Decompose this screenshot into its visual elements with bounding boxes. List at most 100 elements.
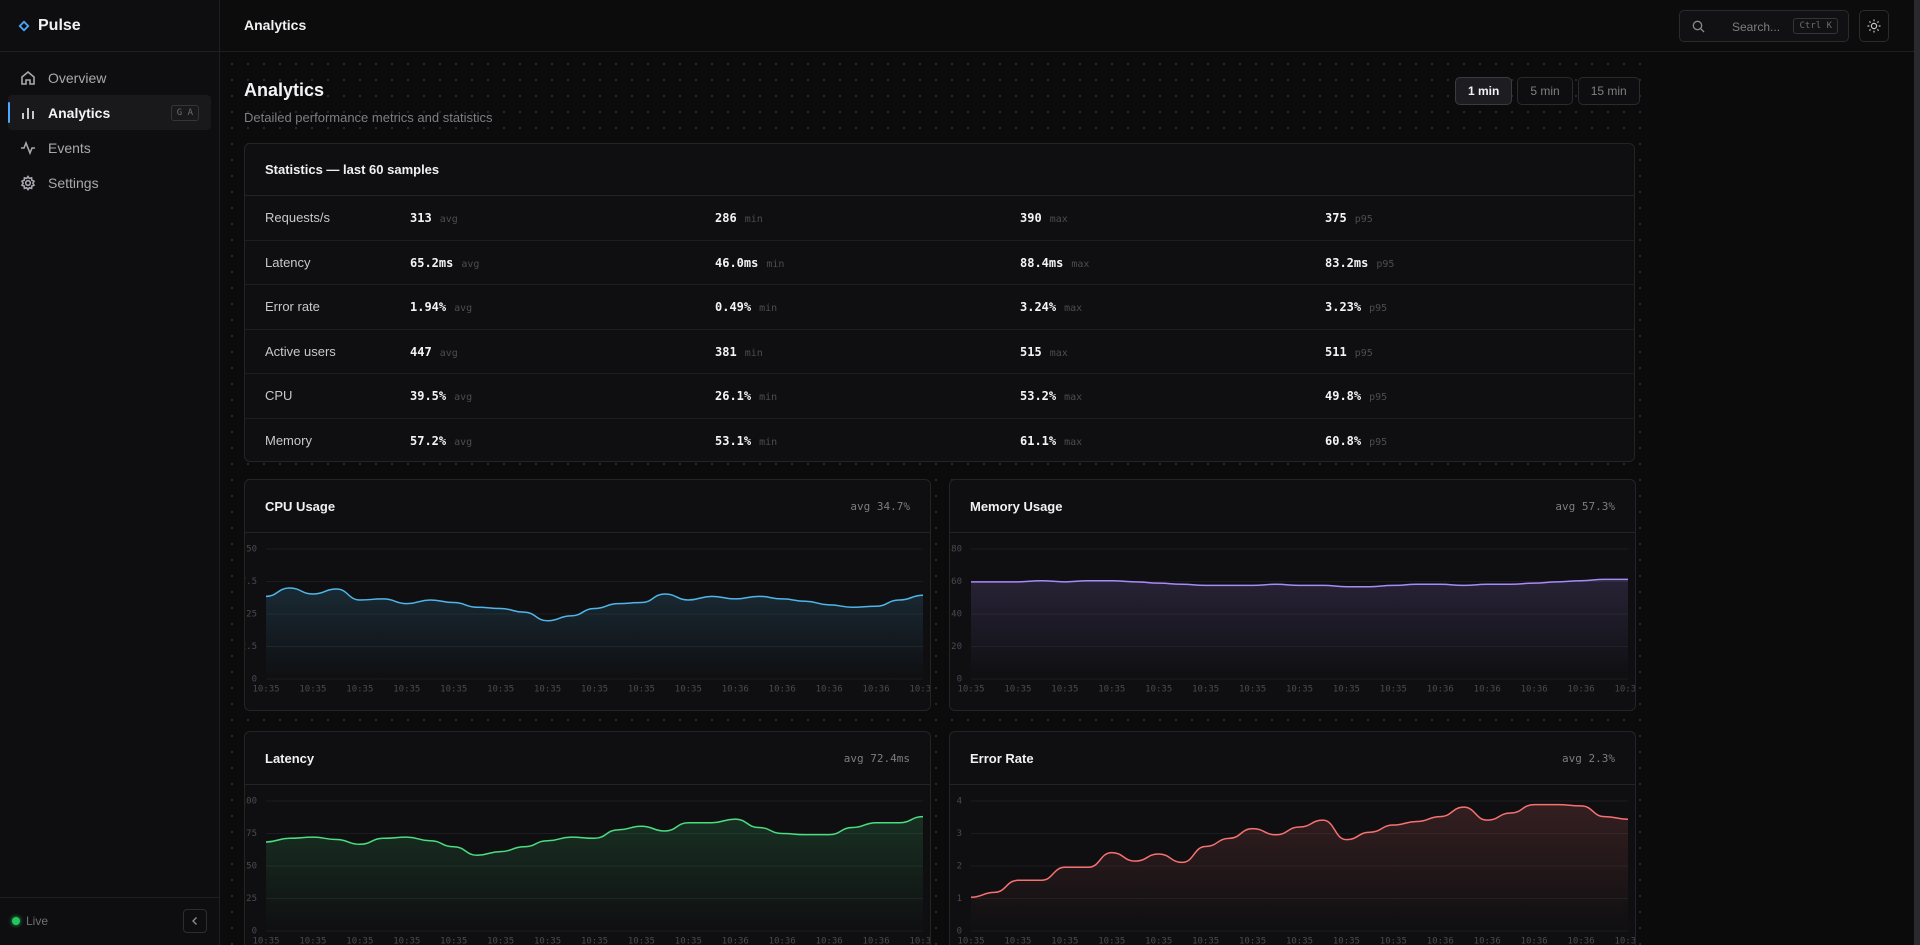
page-title: Analytics bbox=[244, 80, 325, 100]
stat-tag: max bbox=[1064, 437, 1083, 449]
stat-cell: 0.49% min bbox=[715, 299, 1020, 314]
x-tick-label: 10:36 bbox=[909, 937, 931, 945]
brand[interactable]: Pulse bbox=[18, 14, 81, 38]
nav-icon bbox=[21, 70, 35, 85]
status-dot bbox=[12, 917, 20, 925]
y-tick-label: 40 bbox=[951, 610, 962, 620]
y-tick-label: 50 bbox=[246, 862, 257, 872]
x-tick-label: 10:35 bbox=[1333, 685, 1360, 695]
x-tick-label: 10:36 bbox=[1568, 937, 1595, 945]
y-tick-label: 2 bbox=[957, 862, 962, 872]
stat-value: 57.2% bbox=[410, 434, 447, 449]
stat-tag: min bbox=[759, 303, 778, 315]
range-button[interactable]: 5 min bbox=[1517, 77, 1573, 105]
x-tick-label: 10:36 bbox=[816, 685, 843, 695]
live-status: Live bbox=[12, 914, 48, 928]
x-tick-label: 10:35 bbox=[1098, 685, 1125, 695]
y-tick-label: 12.5 bbox=[245, 642, 257, 652]
x-tick-label: 10:36 bbox=[863, 937, 890, 945]
stat-tag: p95 bbox=[1354, 347, 1373, 359]
theme-toggle[interactable] bbox=[1859, 10, 1889, 42]
range-button[interactable]: 15 min bbox=[1577, 77, 1640, 105]
x-tick-label: 10:35 bbox=[957, 937, 984, 945]
y-tick-label: 100 bbox=[245, 797, 257, 807]
stat-cell: 49.8% p95 bbox=[1325, 388, 1634, 403]
search-placeholder: Search... bbox=[1732, 20, 1781, 34]
stat-value: 0.49% bbox=[715, 300, 752, 315]
x-tick-label: 10:35 bbox=[1333, 937, 1360, 945]
y-tick-label: 4 bbox=[957, 797, 962, 807]
x-tick-label: 10:36 bbox=[1474, 685, 1501, 695]
x-tick-label: 10:35 bbox=[487, 685, 514, 695]
x-tick-label: 10:35 bbox=[346, 937, 373, 945]
stat-cell: 57.2% avg bbox=[410, 433, 715, 448]
x-tick-label: 10:35 bbox=[299, 937, 326, 945]
scrollbar bbox=[1914, 0, 1920, 945]
area-fill bbox=[971, 804, 1628, 931]
x-tick-label: 10:35 bbox=[1145, 937, 1172, 945]
stat-cell: 511 p95 bbox=[1325, 344, 1634, 359]
chart: 0 25 50 75 100 10:35 10:35 10:35 10:35 10:35 10:35… bbox=[245, 797, 931, 945]
range-selector: 1 min 5 min 15 min bbox=[1455, 77, 1640, 105]
stat-tag: max bbox=[1064, 392, 1083, 404]
nav-item[interactable]: Events bbox=[8, 130, 211, 165]
stat-cell: 381 min bbox=[715, 344, 1020, 359]
stats-row: Latency 65.2ms avg 46.0ms min 88.4ms max 83.2ms… bbox=[245, 241, 1634, 285]
stats-card: Statistics — last 60 samples Requests/s 3… bbox=[244, 143, 1635, 462]
stat-value: 511 bbox=[1325, 344, 1347, 359]
search-shortcut: Ctrl K bbox=[1793, 18, 1838, 34]
range-button[interactable]: 1 min bbox=[1455, 77, 1513, 105]
stat-cell: 88.4ms max bbox=[1020, 255, 1325, 270]
chevron-icon bbox=[192, 917, 197, 925]
x-tick-label: 10:35 bbox=[534, 685, 561, 695]
collapse-button[interactable] bbox=[183, 909, 207, 933]
x-tick-label: 10:35 bbox=[393, 937, 420, 945]
brand-logo bbox=[18, 20, 30, 32]
x-tick-label: 10:36 bbox=[722, 937, 749, 945]
y-tick-label: 0 bbox=[957, 927, 962, 937]
chart-summary: avg 72.4ms bbox=[843, 751, 910, 765]
stat-value: 447 bbox=[410, 344, 432, 359]
row-label: Latency bbox=[265, 254, 311, 270]
stat-tag: min bbox=[759, 437, 778, 449]
x-tick-label: 10:35 bbox=[1098, 937, 1125, 945]
x-tick-label: 10:35 bbox=[346, 685, 373, 695]
stat-value: 375 bbox=[1325, 211, 1347, 226]
line bbox=[970, 803, 1629, 898]
stat-cell: 3.23% p95 bbox=[1325, 299, 1634, 314]
nav-item[interactable]: Overview bbox=[8, 60, 211, 95]
chart: 0 12.5 25 37.5 50 10:35 10:35 10:35 10:35 10:35 10… bbox=[245, 545, 930, 695]
stat-tag: p95 bbox=[1369, 437, 1388, 449]
stat-value: 53.1% bbox=[715, 434, 752, 449]
stat-cell: 61.1% max bbox=[1020, 433, 1325, 448]
x-tick-label: 10:35 bbox=[252, 937, 279, 945]
stat-tag: min bbox=[744, 214, 763, 226]
stat-cell: 390 max bbox=[1020, 210, 1325, 225]
stat-tag: avg bbox=[454, 392, 473, 404]
search-box[interactable]: Search... Ctrl K bbox=[1679, 10, 1849, 42]
x-tick-label: 10:35 bbox=[1192, 937, 1219, 945]
x-tick-label: 10:35 bbox=[1051, 937, 1078, 945]
x-tick-label: 10:35 bbox=[1286, 937, 1313, 945]
stat-value: 39.5% bbox=[410, 389, 447, 404]
nav-item[interactable]: Settings bbox=[8, 165, 211, 200]
nav-icon bbox=[21, 140, 35, 155]
nav-label: Events bbox=[48, 139, 91, 156]
nav-item[interactable]: Analytics G A bbox=[8, 95, 211, 130]
sidebar: Pulse Overview Analytics G A Events Settings… bbox=[0, 0, 220, 945]
stat-tag: min bbox=[759, 392, 778, 404]
stat-value: 381 bbox=[715, 344, 737, 359]
status-label: Live bbox=[26, 914, 49, 928]
y-tick-label: 3 bbox=[957, 829, 962, 839]
chart-title: CPU Usage bbox=[265, 498, 336, 514]
area-fill bbox=[266, 816, 923, 931]
y-tick-label: 0 bbox=[252, 675, 257, 685]
line bbox=[971, 578, 1628, 588]
y-tick-label: 20 bbox=[951, 642, 962, 652]
chart-summary: avg 57.3% bbox=[1555, 499, 1615, 513]
nav-icon bbox=[20, 174, 36, 191]
x-tick-label: 10:36 bbox=[769, 937, 796, 945]
stat-value: 49.8% bbox=[1325, 389, 1362, 404]
y-tick-label: 80 bbox=[951, 545, 962, 555]
